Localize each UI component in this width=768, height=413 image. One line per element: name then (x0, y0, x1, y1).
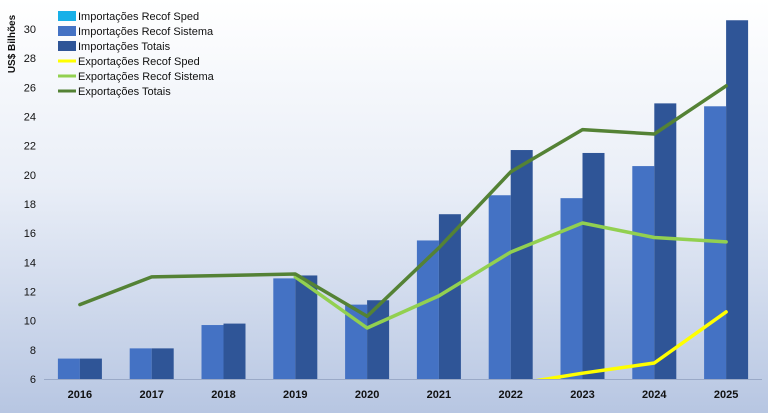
x-tick-label: 2018 (211, 389, 235, 401)
bar-importa-es-recof-sistema-2022 (488, 195, 511, 379)
x-tick-label: 2017 (139, 389, 163, 401)
y-tick-label: 26 (24, 82, 36, 94)
legend-label: Importações Recof Sped (78, 11, 199, 23)
bar-importa-es-recof-sistema-2018 (201, 325, 224, 379)
bar-importa-es-totais-2025 (726, 20, 749, 379)
y-axis-label: US$ Bilhões (7, 14, 18, 73)
y-tick-label: 6 (30, 374, 36, 386)
bar-importa-es-totais-2019 (295, 275, 318, 379)
bar-importa-es-recof-sistema-2016 (57, 358, 80, 379)
bar-importa-es-recof-sistema-2023 (560, 198, 583, 379)
y-tick-label: 22 (24, 141, 36, 153)
bar-importa-es-totais-2023 (582, 152, 605, 379)
y-tick-label: 16 (24, 228, 36, 240)
line-exporta-es-recof-sped (535, 310, 728, 379)
legend-label: Importações Totais (78, 41, 171, 53)
legend-label: Exportações Totais (78, 86, 171, 98)
legend-label: Importações Recof Sistema (78, 26, 214, 38)
y-tick-label: 10 (24, 316, 36, 328)
bar-importa-es-totais-2024 (654, 103, 677, 379)
bar-importa-es-totais-2016 (79, 358, 102, 379)
legend-swatch (58, 11, 76, 21)
y-tick-label: 8 (30, 345, 36, 357)
legend-label: Exportações Recof Sistema (78, 71, 215, 83)
y-tick-label: 24 (24, 112, 36, 124)
bar-importa-es-recof-sistema-2017 (129, 348, 152, 379)
legend-swatch (58, 41, 76, 51)
y-tick-label: 18 (24, 199, 36, 211)
bar-importa-es-totais-2018 (223, 323, 246, 379)
x-tick-label: 2021 (427, 389, 451, 401)
bar-importa-es-recof-sistema-2019 (273, 278, 296, 379)
x-tick-label: 2019 (283, 389, 307, 401)
y-tick-label: 30 (24, 24, 36, 36)
bar-importa-es-totais-2017 (151, 348, 174, 379)
bar-importa-es-recof-sistema-2021 (416, 240, 439, 379)
y-tick-label: 28 (24, 53, 36, 65)
bar-importa-es-totais-2022 (510, 150, 533, 379)
x-tick-label: 2024 (642, 389, 667, 401)
legend-label: Exportações Recof Sped (78, 56, 200, 68)
y-tick-label: 14 (24, 257, 36, 269)
x-tick-label: 2020 (355, 389, 379, 401)
x-tick-label: 2022 (498, 389, 522, 401)
x-tick-label: 2023 (570, 389, 594, 401)
x-tick-label: 2025 (714, 389, 738, 401)
line-exporta-es-totais (78, 84, 728, 319)
y-tick-label: 12 (24, 287, 36, 299)
y-tick-label: 20 (24, 170, 36, 182)
line-exporta-es-recof-sistema (293, 221, 728, 330)
bar-importa-es-totais-2021 (438, 214, 461, 379)
x-tick-label: 2016 (68, 389, 92, 401)
legend-swatch (58, 26, 76, 36)
bar-importa-es-recof-sistema-2024 (632, 166, 655, 379)
